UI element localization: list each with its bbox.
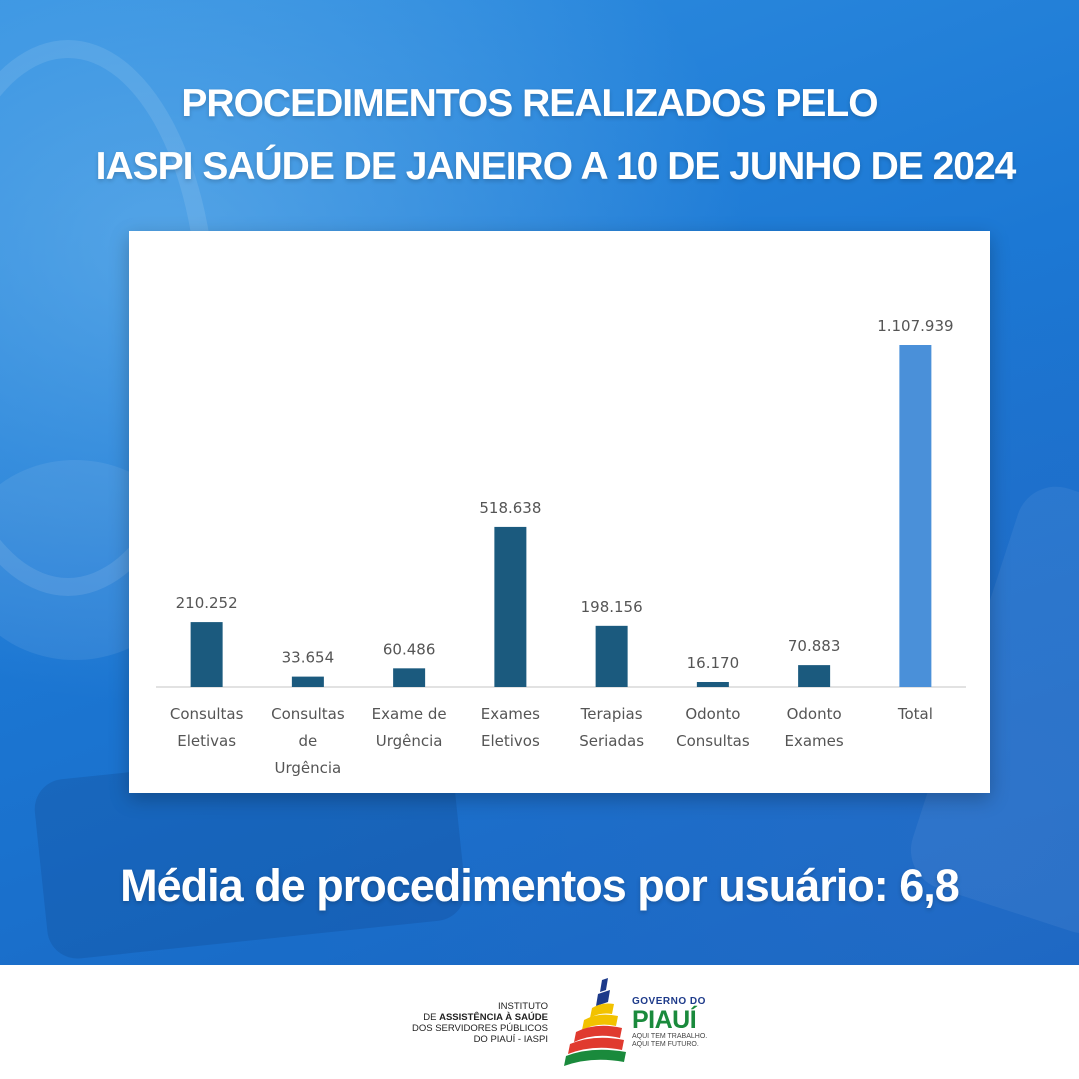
bar-chart-card: 210.252 Consultas Eletivas 33.654 Consultas d… [129, 231, 990, 793]
data-label-1: 33.654 [282, 649, 335, 667]
category-label-3: Exames Eletivos [481, 705, 540, 750]
data-label-7: 1.107.939 [877, 317, 953, 335]
average-procedures-text: Média de procedimentos por usuário: 6,8 [120, 860, 960, 911]
bar-3 [494, 526, 527, 687]
government-logo: GOVERNO DO PIAUÍ AQUI TEM TRABALHO. AQUI… [632, 996, 707, 1049]
bar-0 [190, 622, 223, 687]
data-label-4: 198.156 [581, 598, 643, 616]
institute-line-3: DOS SERVIDORES PÚBLICOS [411, 1023, 548, 1034]
bar-1 [291, 676, 324, 687]
bar-5 [696, 682, 729, 687]
bar-6 [798, 665, 831, 687]
category-label-0: Consultas Eletivas [170, 705, 244, 750]
institute-line-2: DE ASSISTÊNCIA À SAÚDE [360, 1012, 548, 1023]
category-label-5: Odonto Consultas [676, 705, 750, 750]
bar-4 [595, 625, 628, 687]
data-label-6: 70.883 [788, 637, 841, 655]
category-label-7: Total [897, 705, 933, 723]
data-label-2: 60.486 [383, 640, 436, 658]
footer [0, 965, 1079, 1079]
category-label-2: Exame de Urgência [372, 705, 447, 750]
institute-line-1: INSTITUTO [498, 1001, 548, 1012]
piaui-flag-logo-icon [564, 978, 626, 1066]
category-label-6: Odonto Exames [785, 705, 844, 750]
category-label-1: Consultas de Urgência [271, 705, 345, 777]
category-label-4: Terapias Seriadas [579, 705, 644, 750]
gov-line-1: GOVERNO DO [632, 996, 706, 1007]
bar-2 [393, 668, 426, 687]
gov-slogan-1: AQUI TEM TRABALHO. [632, 1033, 708, 1040]
page-title-line-2: IASPI SAÚDE DE JANEIRO A 10 DE JUNHO DE … [95, 145, 1017, 188]
institute-line-4: DO PIAUÍ - IASPI [473, 1034, 548, 1045]
bar-chart: 210.252 Consultas Eletivas 33.654 Consultas d… [156, 317, 966, 777]
institute-name: INSTITUTO DE ASSISTÊNCIA À SAÚDE DOS SER… [360, 1001, 548, 1045]
data-label-5: 16.170 [687, 654, 740, 672]
institute-line-2-prefix: DE [423, 1012, 440, 1023]
gov-line-2: PIAUÍ [632, 1006, 697, 1034]
bar-7 [899, 345, 932, 687]
data-label-3: 518.638 [479, 499, 541, 517]
data-label-0: 210.252 [176, 594, 238, 612]
gov-slogan-2: AQUI TEM FUTURO. [632, 1041, 699, 1048]
page-title-line-1: PROCEDIMENTOS REALIZADOS PELO [181, 82, 878, 125]
institute-line-2-bold: ASSISTÊNCIA À SAÚDE [439, 1012, 548, 1023]
